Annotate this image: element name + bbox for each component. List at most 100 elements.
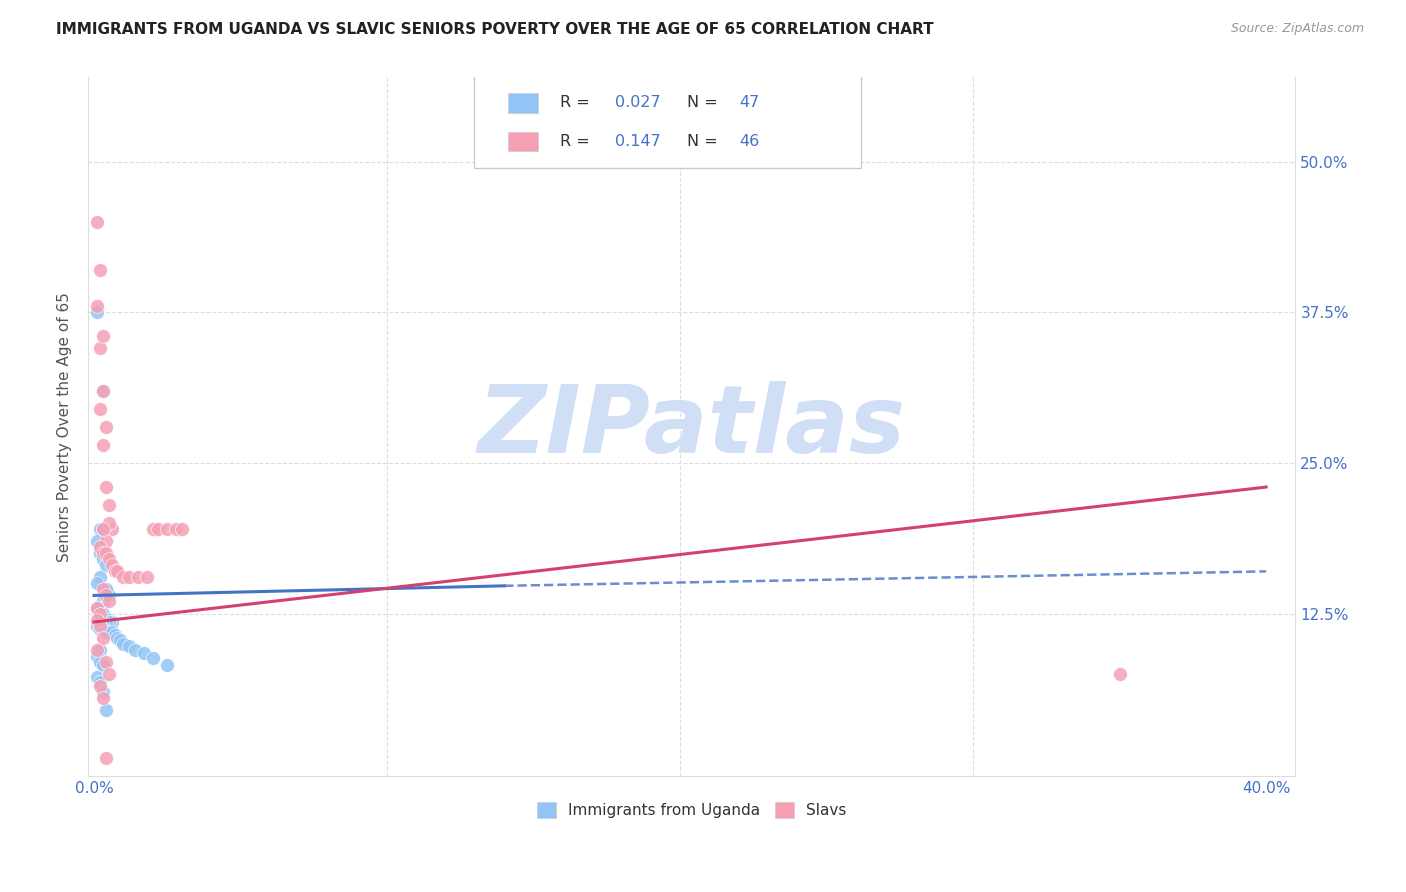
Point (94, 582, 117, 597)
Text: R =: R = (560, 95, 595, 111)
Point (91, 522, 114, 536)
Text: 0.147: 0.147 (614, 134, 661, 149)
Point (86, 600, 108, 615)
Point (110, 633, 132, 648)
Point (132, 646, 155, 660)
Point (91, 329, 114, 343)
Point (103, 565, 125, 579)
Point (91, 384, 114, 398)
Point (107, 565, 129, 579)
Y-axis label: Seniors Poverty Over the Age of 65: Seniors Poverty Over the Age of 65 (58, 292, 72, 562)
Point (91, 658, 114, 673)
Text: Source: ZipAtlas.com: Source: ZipAtlas.com (1230, 22, 1364, 36)
Point (89, 401, 111, 416)
Point (100, 615, 122, 629)
Point (156, 658, 179, 673)
Text: ZIPatlas: ZIPatlas (478, 381, 905, 473)
Point (91, 522, 114, 536)
Text: 46: 46 (740, 134, 759, 149)
Point (97, 666, 120, 681)
Point (124, 642, 146, 657)
Point (100, 558, 122, 573)
Point (86, 305, 108, 319)
Point (94, 613, 117, 627)
Point (165, 522, 187, 536)
Point (89, 570, 111, 584)
Point (86, 215, 108, 229)
Point (86, 576, 108, 591)
Point (91, 438, 114, 452)
Point (103, 628, 125, 642)
Point (97, 516, 120, 531)
Point (89, 263, 111, 277)
Text: N =: N = (688, 95, 723, 111)
Point (94, 419, 117, 434)
Point (91, 582, 114, 597)
Text: 47: 47 (740, 95, 759, 111)
Point (97, 552, 120, 566)
Point (142, 522, 165, 536)
Point (97, 613, 120, 627)
Point (91, 594, 114, 608)
Point (86, 670, 108, 684)
Point (97, 594, 120, 608)
Point (94, 558, 117, 573)
Point (89, 679, 111, 693)
Point (135, 570, 157, 584)
Point (112, 637, 135, 651)
Point (86, 613, 108, 627)
Point (94, 617, 117, 632)
Point (89, 607, 111, 621)
Point (89, 618, 111, 632)
Text: R =: R = (560, 134, 595, 149)
Point (100, 522, 122, 536)
FancyBboxPatch shape (509, 93, 538, 112)
Point (89, 642, 111, 657)
Point (94, 480, 117, 494)
Point (107, 631, 129, 645)
Point (86, 600, 108, 615)
Point (94, 624, 117, 639)
Point (118, 570, 141, 584)
Point (89, 600, 111, 615)
Point (97, 615, 120, 629)
Point (91, 622, 114, 636)
Point (89, 342, 111, 356)
Text: 0.027: 0.027 (614, 95, 661, 111)
Point (89, 522, 111, 536)
Point (89, 618, 111, 632)
Point (91, 685, 114, 699)
Point (97, 498, 120, 512)
Point (148, 522, 170, 536)
Point (94, 582, 117, 597)
Point (89, 675, 111, 690)
Point (97, 589, 120, 603)
Point (91, 618, 114, 632)
Point (86, 618, 108, 632)
Point (170, 522, 193, 536)
Point (118, 639, 141, 653)
Point (91, 607, 114, 621)
FancyBboxPatch shape (509, 132, 538, 152)
Point (89, 541, 111, 555)
Point (91, 546, 114, 560)
Point (91, 690, 114, 705)
Point (94, 534, 117, 549)
Point (89, 655, 111, 669)
Legend: Immigrants from Uganda, Slavs: Immigrants from Uganda, Slavs (531, 797, 852, 824)
Point (142, 651, 165, 665)
Point (86, 648, 108, 663)
Point (91, 384, 114, 398)
Point (86, 534, 108, 549)
Point (89, 546, 111, 560)
Point (94, 589, 117, 603)
FancyBboxPatch shape (474, 70, 860, 169)
Point (94, 751, 117, 765)
Point (86, 299, 108, 313)
Point (127, 570, 149, 584)
Point (91, 552, 114, 566)
Point (100, 624, 122, 639)
Point (94, 546, 117, 560)
Point (1108, 666, 1130, 681)
Point (91, 631, 114, 645)
